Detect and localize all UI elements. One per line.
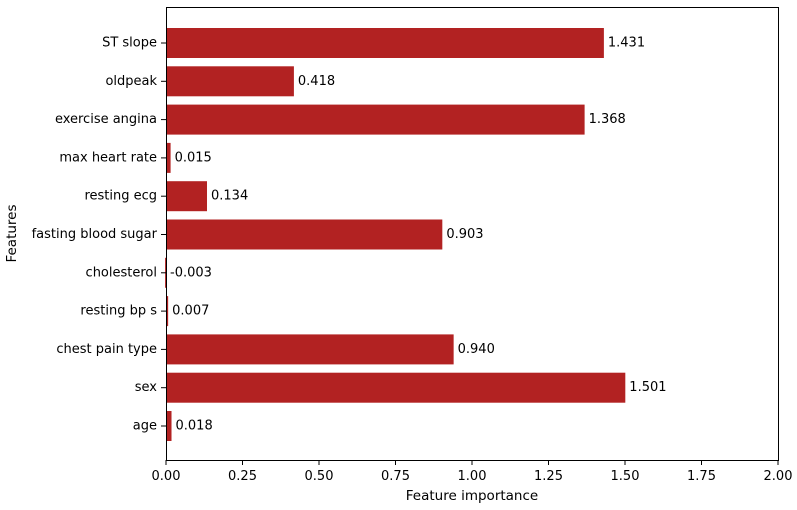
bar-value-label: 1.368: [589, 112, 626, 127]
y-tick-label: exercise angina: [55, 112, 157, 127]
bar: [166, 181, 208, 212]
bar: [166, 104, 585, 135]
y-tick-label: oldpeak: [105, 74, 157, 89]
y-tick-label: age: [133, 419, 157, 434]
ticks-layer: age sex chest pain type resting bp s cholest…: [32, 36, 793, 485]
bar: [166, 334, 454, 365]
bar: [166, 296, 169, 327]
x-tick-label: 1.50: [611, 469, 640, 484]
bar-value-label: 0.018: [176, 419, 213, 434]
y-tick-label: sex: [135, 380, 158, 395]
bar: [166, 372, 626, 403]
bar-value-label: 1.501: [629, 380, 666, 395]
bar: [166, 219, 443, 250]
x-tick-label: 0.00: [152, 469, 181, 484]
y-tick-label: fasting blood sugar: [32, 227, 158, 242]
x-tick-label: 2.00: [764, 469, 793, 484]
bar-value-label: 0.007: [172, 304, 209, 319]
bar: [166, 28, 604, 58]
y-axis-title: Features: [4, 204, 20, 262]
y-tick-label: cholesterol: [86, 265, 157, 280]
bar-value-label: -0.003: [170, 265, 212, 280]
y-tick-label: ST slope: [102, 36, 157, 51]
x-tick-label: 0.25: [228, 469, 257, 484]
x-tick-label: 0.50: [305, 469, 334, 484]
bar-value-label: 0.940: [458, 342, 495, 357]
bar-value-label: 0.418: [298, 74, 335, 89]
bar-value-label: 0.015: [175, 150, 212, 165]
bar-value-label: 1.431: [608, 36, 645, 51]
y-tick-label: chest pain type: [56, 342, 157, 357]
x-tick-label: 1.00: [458, 469, 487, 484]
y-tick-label: resting bp s: [80, 304, 157, 319]
x-axis-title: Feature importance: [406, 488, 538, 504]
x-tick-label: 1.25: [534, 469, 563, 484]
bar: [166, 142, 171, 173]
bar-value-label: 0.903: [446, 227, 483, 242]
x-tick-label: 1.75: [687, 469, 716, 484]
bars-layer: 0.018 1.501 0.940 0.007 -0.003 0.903 0.134 0.01…: [165, 28, 667, 441]
bar: [166, 411, 172, 441]
plot-frame: [166, 7, 779, 461]
bar-value-label: 0.134: [211, 189, 248, 204]
y-tick-label: max heart rate: [59, 150, 157, 165]
y-tick-label: resting ecg: [84, 189, 157, 204]
x-tick-label: 0.75: [381, 469, 410, 484]
bar: [166, 66, 294, 97]
